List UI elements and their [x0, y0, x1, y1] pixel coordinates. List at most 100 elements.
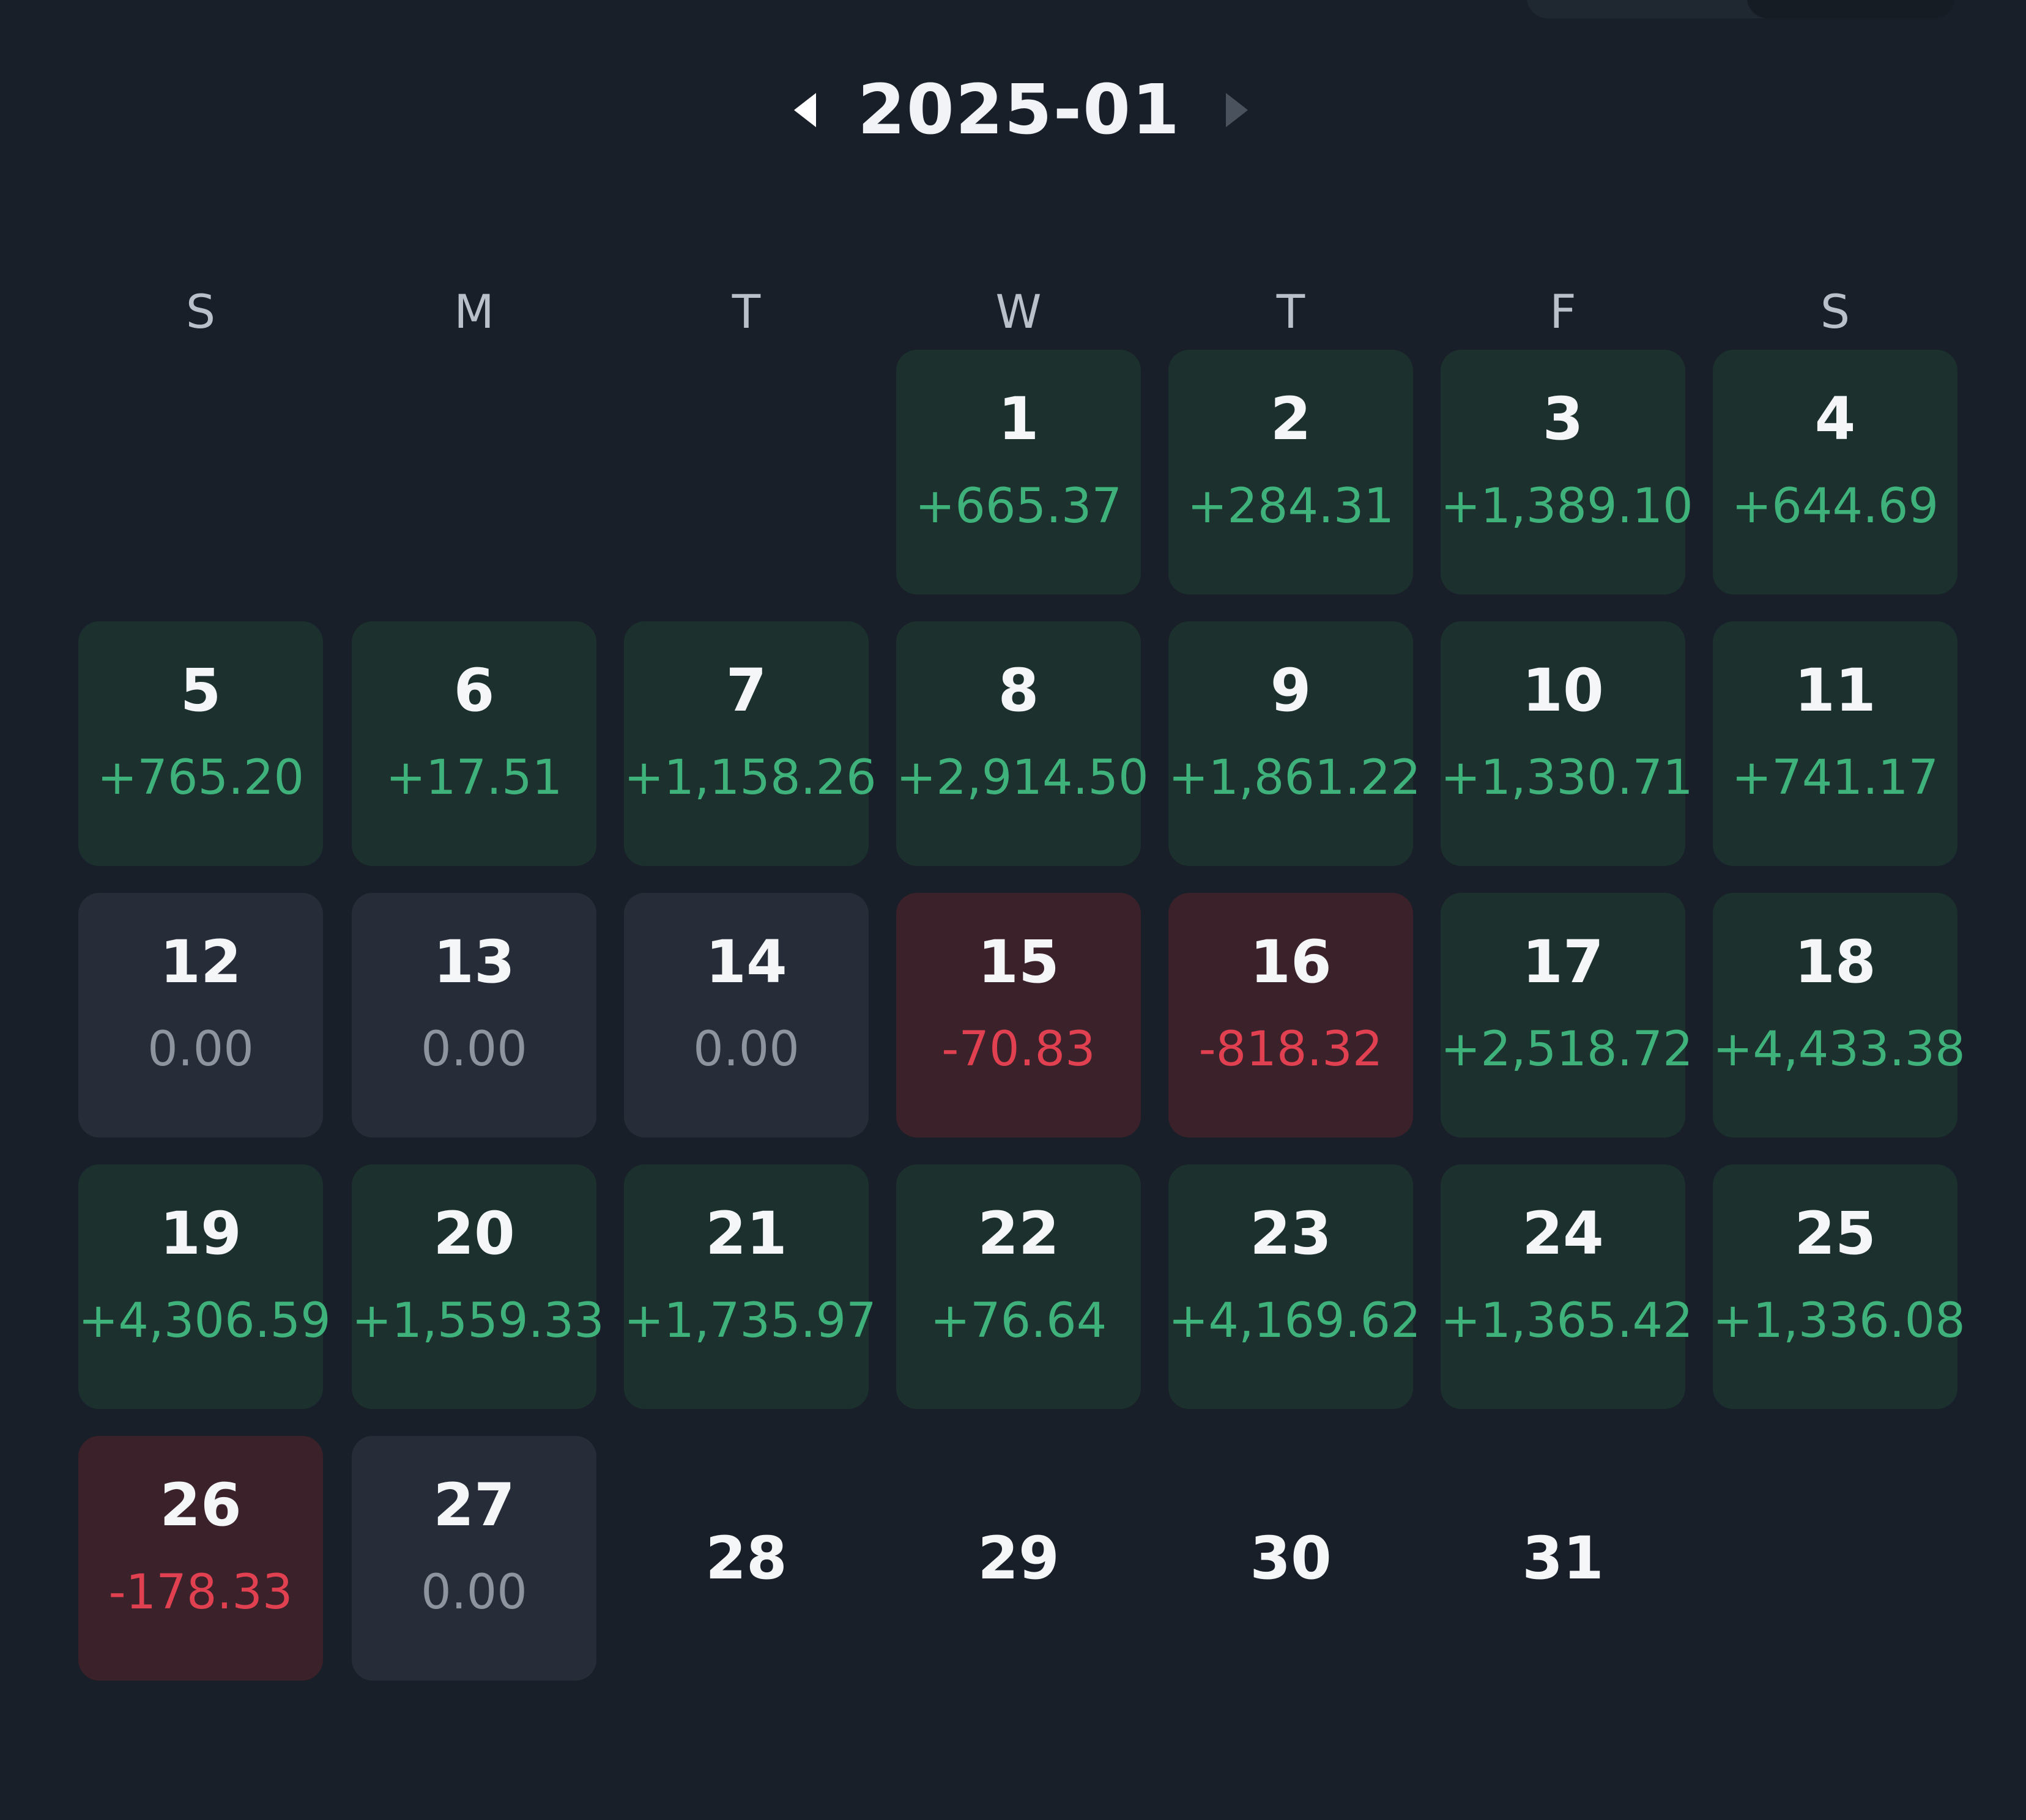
day-number: 13 — [433, 928, 515, 996]
day-pnl-value: +1,158.26 — [624, 750, 877, 805]
weekday-label: S — [1820, 284, 1850, 339]
day-cell[interactable]: 15 -70.83 — [896, 893, 1141, 1138]
day-pnl-value: -70.83 — [941, 1022, 1096, 1077]
day-pnl-value: +1,336.08 — [1713, 1293, 1965, 1348]
day-number: 12 — [160, 928, 242, 996]
day-cell[interactable]: 30 — [1168, 1436, 1413, 1681]
day-pnl-value: +2,518.72 — [1441, 1022, 1693, 1077]
day-cell[interactable]: 25 +1,336.08 — [1713, 1164, 1965, 1409]
day-pnl-value: +4,169.62 — [1168, 1293, 1421, 1348]
day-number: 7 — [725, 656, 767, 725]
day-cell[interactable]: 27 0.00 — [352, 1436, 596, 1681]
day-cell[interactable]: 26 -178.33 — [78, 1436, 323, 1681]
day-number: 20 — [433, 1199, 515, 1268]
day-cell[interactable]: 24 +1,365.42 — [1441, 1164, 1693, 1409]
day-number: 31 — [1522, 1524, 1604, 1592]
day-cell[interactable]: 2 +284.31 — [1168, 350, 1413, 594]
day-cell[interactable]: 20 +1,559.33 — [352, 1164, 604, 1409]
day-pnl-value: +17.51 — [385, 750, 563, 805]
day-pnl-value: +1,330.71 — [1441, 750, 1693, 805]
day-pnl-value: +741.17 — [1731, 750, 1939, 805]
day-number: 30 — [1250, 1524, 1332, 1592]
day-number: 28 — [705, 1524, 787, 1592]
day-cell[interactable]: 29 — [896, 1436, 1141, 1681]
day-number: 23 — [1250, 1199, 1332, 1268]
day-pnl-value: +1,365.42 — [1441, 1293, 1693, 1348]
day-cell[interactable]: 14 0.00 — [624, 893, 869, 1138]
weekday-label: T — [732, 284, 761, 339]
day-number: 5 — [180, 656, 221, 725]
day-number: 29 — [978, 1524, 1059, 1592]
day-number: 2 — [1270, 385, 1312, 453]
day-pnl-value: -178.33 — [108, 1565, 293, 1620]
view-toggle-segment[interactable] — [1747, 0, 1955, 18]
day-cell[interactable]: 9 +1,861.22 — [1168, 621, 1421, 866]
day-cell[interactable]: 5 +765.20 — [78, 621, 323, 866]
day-cell[interactable]: 6 +17.51 — [352, 621, 596, 866]
day-cell[interactable]: 17 +2,518.72 — [1441, 893, 1693, 1138]
day-cell[interactable]: 10 +1,330.71 — [1441, 621, 1693, 866]
day-cell[interactable]: 3 +1,389.10 — [1441, 350, 1693, 594]
triangle-right-icon — [1226, 93, 1248, 127]
day-cell[interactable]: 28 — [624, 1436, 869, 1681]
day-pnl-value: +76.64 — [930, 1293, 1107, 1348]
day-cell[interactable]: 7 +1,158.26 — [624, 621, 877, 866]
day-pnl-value: +284.31 — [1187, 479, 1395, 534]
day-number: 25 — [1794, 1199, 1876, 1268]
day-cell[interactable]: 22 +76.64 — [896, 1164, 1141, 1409]
day-number: 16 — [1250, 928, 1332, 996]
day-pnl-value: 0.00 — [421, 1565, 527, 1620]
day-number: 26 — [160, 1471, 242, 1539]
day-number: 9 — [1270, 656, 1312, 725]
day-pnl-value: +4,433.38 — [1713, 1022, 1965, 1077]
day-number: 21 — [705, 1199, 787, 1268]
day-pnl-value: +1,861.22 — [1168, 750, 1421, 805]
view-toggle[interactable] — [1527, 0, 1955, 18]
day-number: 3 — [1542, 385, 1584, 453]
day-pnl-value: 0.00 — [693, 1022, 800, 1077]
day-number: 1 — [998, 385, 1039, 453]
day-pnl-value: 0.00 — [421, 1022, 527, 1077]
day-cell[interactable]: 18 +4,433.38 — [1713, 893, 1965, 1138]
weekday-label: F — [1549, 284, 1576, 339]
day-number: 11 — [1794, 656, 1876, 725]
day-pnl-value: 0.00 — [147, 1022, 254, 1077]
day-number: 4 — [1814, 385, 1856, 453]
day-number: 8 — [998, 656, 1039, 725]
day-cell[interactable]: 11 +741.17 — [1713, 621, 1957, 866]
day-pnl-value: +1,389.10 — [1441, 479, 1693, 534]
triangle-left-icon — [794, 93, 816, 127]
day-cell[interactable]: 1 +665.37 — [896, 350, 1141, 594]
day-number: 19 — [160, 1199, 242, 1268]
day-cell[interactable]: 13 0.00 — [352, 893, 596, 1138]
day-cell[interactable]: 19 +4,306.59 — [78, 1164, 331, 1409]
day-pnl-value: +2,914.50 — [896, 750, 1149, 805]
day-number: 14 — [705, 928, 787, 996]
day-pnl-value: -818.32 — [1198, 1022, 1383, 1077]
day-number: 24 — [1522, 1199, 1604, 1268]
day-number: 18 — [1794, 928, 1876, 996]
day-pnl-value: +644.69 — [1731, 479, 1939, 534]
day-cell[interactable]: 21 +1,735.97 — [624, 1164, 877, 1409]
day-number: 15 — [978, 928, 1059, 996]
day-pnl-value: +1,735.97 — [624, 1293, 877, 1348]
weekday-label: M — [454, 284, 494, 339]
day-pnl-value: +665.37 — [915, 479, 1122, 534]
day-number: 17 — [1522, 928, 1604, 996]
day-pnl-value: +4,306.59 — [78, 1293, 331, 1348]
next-month-button[interactable] — [1217, 88, 1254, 132]
day-number: 6 — [453, 656, 495, 725]
day-cell[interactable]: 23 +4,169.62 — [1168, 1164, 1421, 1409]
prev-month-button[interactable] — [788, 88, 825, 132]
day-cell[interactable]: 8 +2,914.50 — [896, 621, 1149, 866]
day-cell[interactable]: 16 -818.32 — [1168, 893, 1413, 1138]
day-cell[interactable]: 31 — [1441, 1436, 1685, 1681]
day-number: 10 — [1522, 656, 1604, 725]
day-number: 27 — [433, 1471, 515, 1539]
weekday-label: S — [185, 284, 216, 339]
weekday-label: T — [1276, 284, 1305, 339]
day-cell[interactable]: 4 +644.69 — [1713, 350, 1957, 594]
month-title: 2025-01 — [857, 70, 1181, 150]
day-cell[interactable]: 12 0.00 — [78, 893, 323, 1138]
